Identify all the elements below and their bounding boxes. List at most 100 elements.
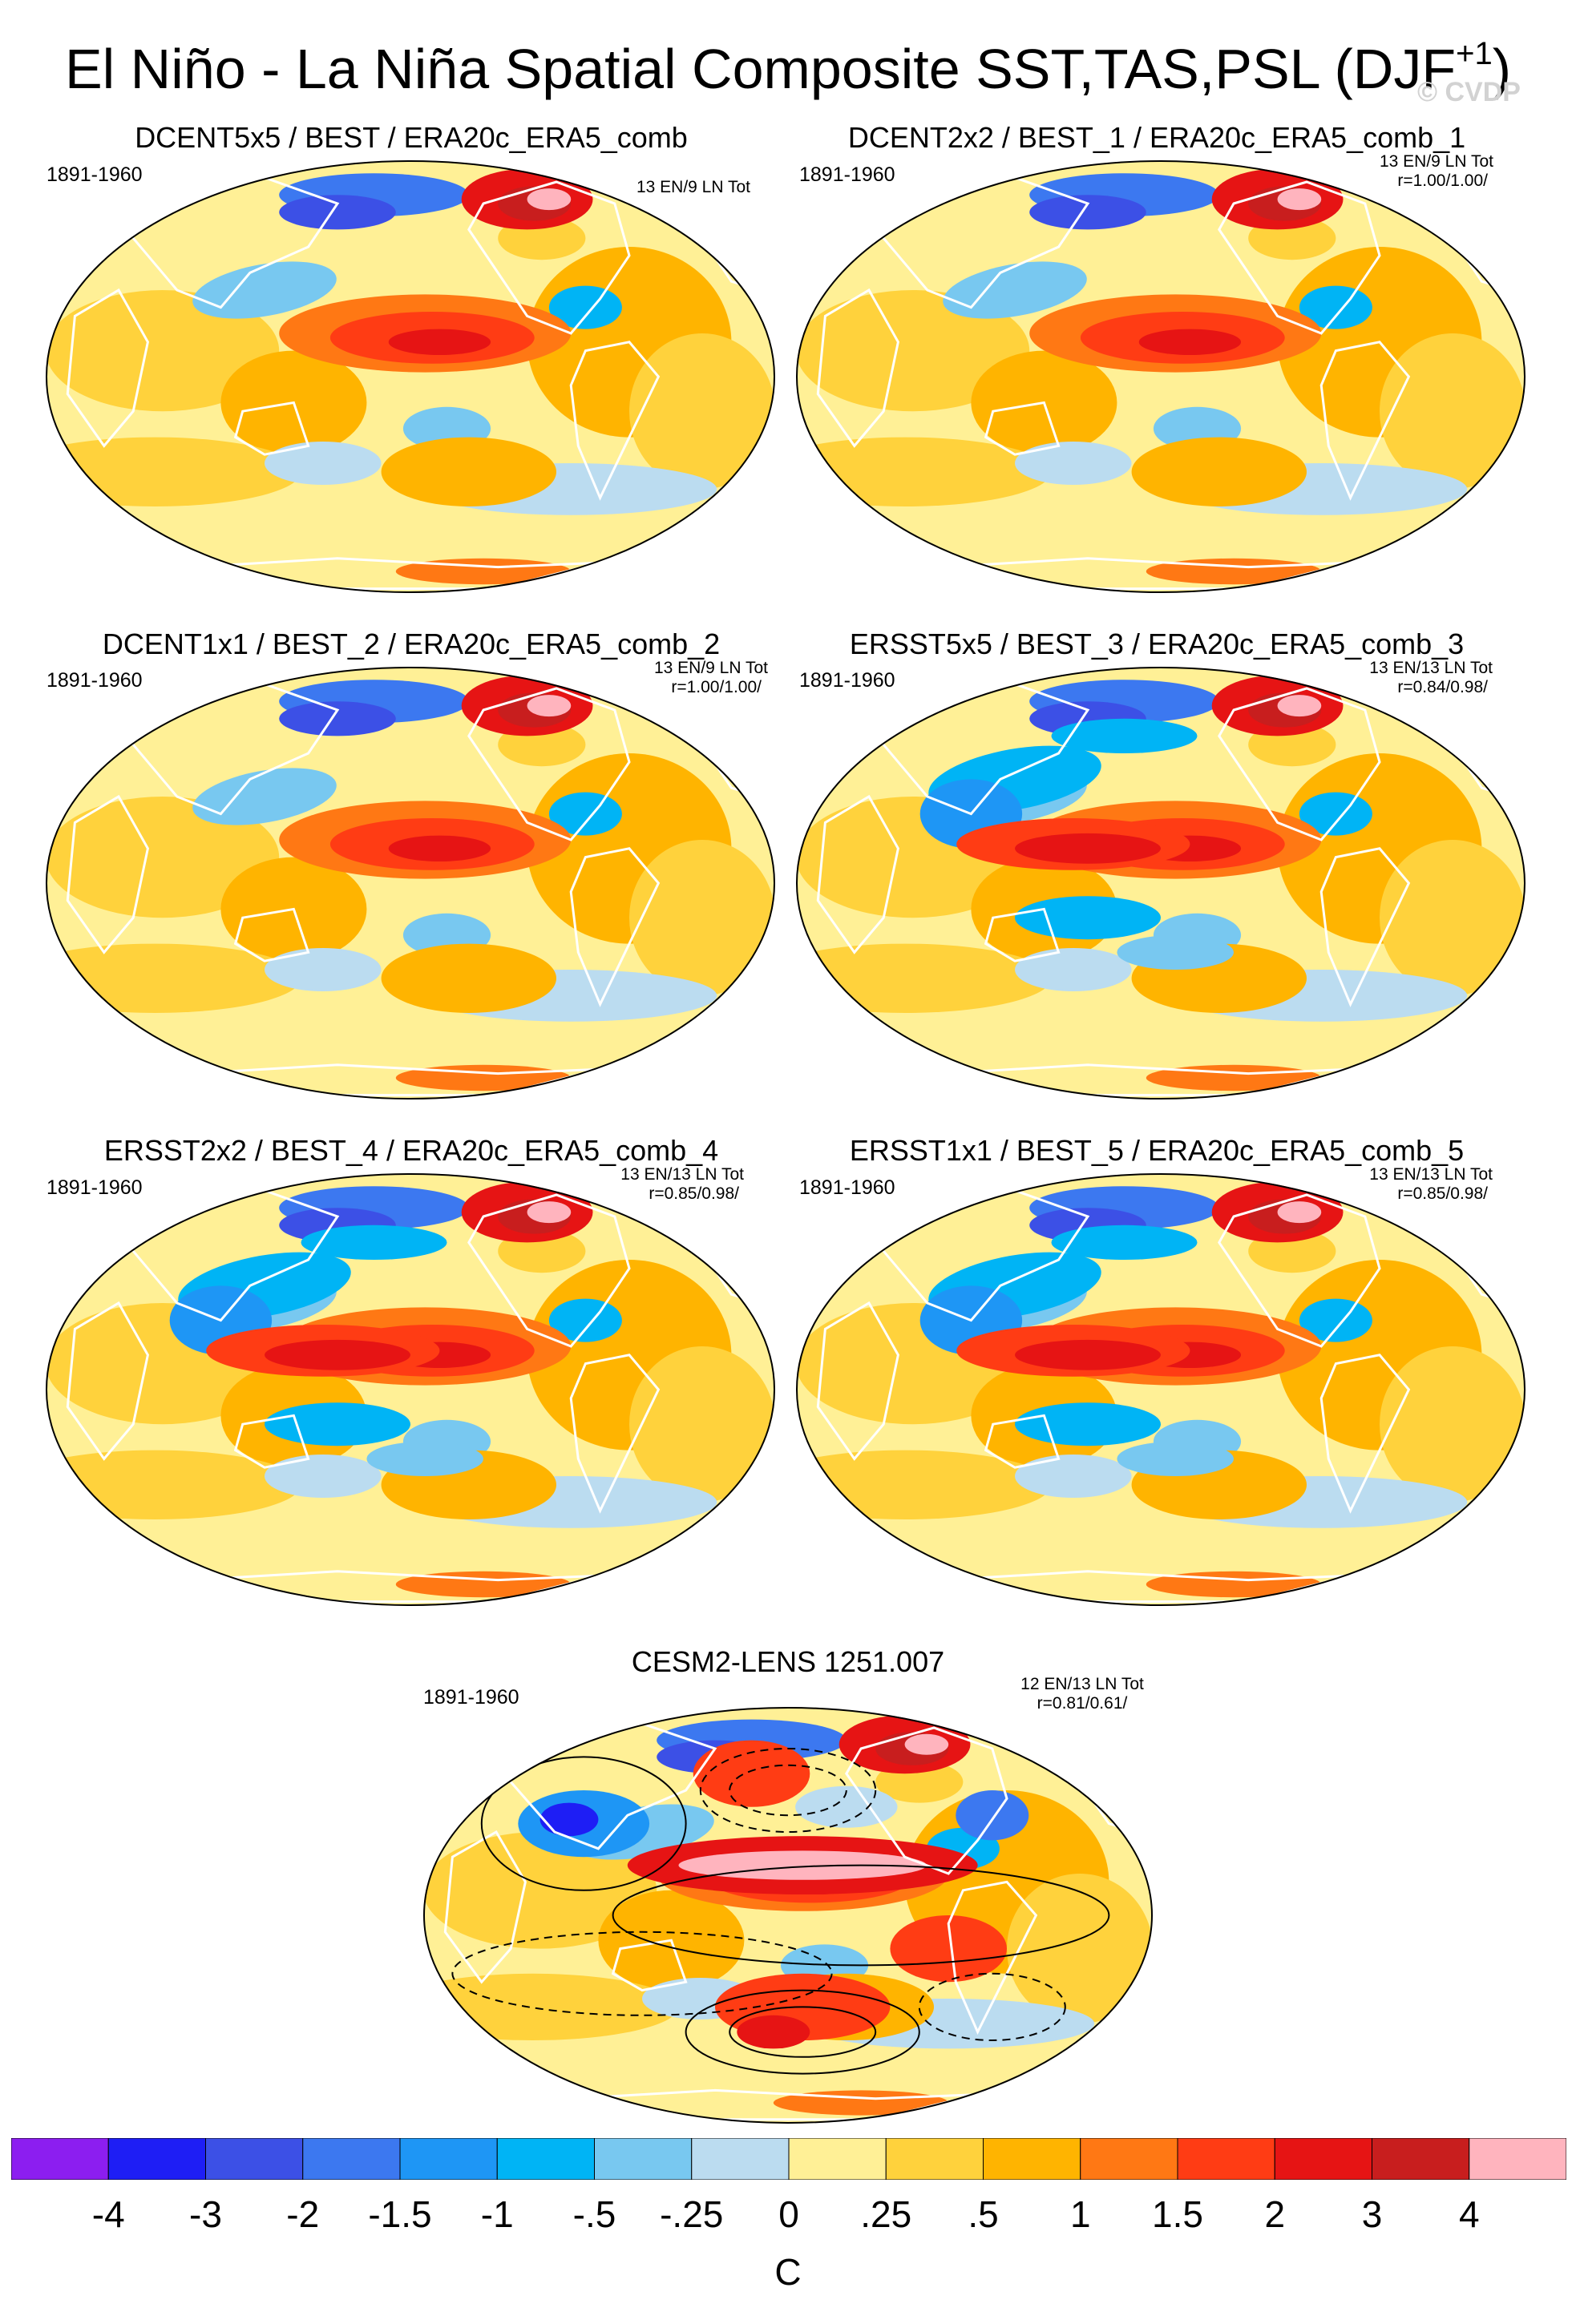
anomaly-region — [1015, 442, 1132, 485]
panel-2-counts: 13 EN/9 LN Tot — [1379, 152, 1493, 171]
panel-4-map — [796, 667, 1525, 1099]
colorbar-swatch — [691, 2138, 790, 2180]
panel-1-title: DCENT5x5 / BEST / ERA20c_ERA5_comb — [135, 121, 688, 154]
anomaly-region — [388, 835, 491, 861]
coastline — [984, 401, 1061, 456]
colorbar-tick-label: -.5 — [572, 2193, 616, 2235]
panel-7-map — [423, 1707, 1153, 2124]
coastline — [467, 687, 631, 841]
colorbar-tick-label: -.25 — [660, 2193, 724, 2235]
anomaly-region — [927, 1060, 1073, 1087]
anomaly-region — [1015, 896, 1161, 940]
anomaly-region — [1117, 1441, 1234, 1476]
panel-1-map — [46, 160, 775, 593]
coastline — [569, 341, 661, 501]
coastline — [1319, 341, 1411, 501]
anomaly-region — [1299, 285, 1372, 329]
anomaly-region — [1299, 792, 1372, 836]
coastline — [947, 1880, 1038, 2036]
anomaly-region — [1380, 840, 1525, 996]
anomaly-region — [46, 943, 301, 1013]
coastline — [569, 847, 661, 1007]
panel-6-correlation: r=0.85/0.98/ — [1397, 1184, 1488, 1203]
coastline — [494, 1722, 717, 1850]
panel-3-counts: 13 EN/9 LN Tot — [653, 659, 768, 677]
anomaly-region — [629, 840, 775, 996]
psl-contour — [918, 1972, 1066, 2041]
colorbar-swatch — [399, 2138, 498, 2180]
coastline — [467, 180, 631, 335]
panel-1-period: 1891-1960 — [46, 163, 143, 186]
colorbar-swatch — [788, 2138, 887, 2180]
coastline — [66, 794, 149, 954]
anomaly-region — [1277, 1201, 1322, 1224]
panel-5-correlation: r=0.85/0.98/ — [649, 1184, 739, 1203]
panel-3-correlation: r=1.00/1.00/ — [671, 678, 762, 696]
colorbar-swatch — [1274, 2138, 1372, 2180]
anomaly-region — [1299, 1298, 1372, 1342]
anomaly-region — [548, 792, 622, 836]
panel-4-period: 1891-1960 — [799, 669, 895, 692]
coastline — [443, 1830, 527, 1984]
colorbar-swatch — [205, 2138, 304, 2180]
anomaly-region — [943, 261, 1087, 319]
panel-3-title: DCENT1x1 / BEST_2 / ERA20c_ERA5_comb_2 — [102, 627, 721, 660]
anomaly-region — [796, 1450, 1052, 1519]
anomaly-region — [1380, 333, 1525, 490]
coastline — [1218, 1193, 1381, 1348]
colorbar-tick-label: -1.5 — [368, 2193, 432, 2235]
coastline — [867, 176, 1090, 309]
colorbar-swatch — [1469, 2138, 1566, 2180]
coastline — [816, 1301, 899, 1461]
anomaly-region — [423, 1973, 679, 2040]
colorbar-swatch — [496, 2138, 595, 2180]
colorbar-swatch — [885, 2138, 984, 2180]
anomaly-region — [527, 695, 572, 717]
panel-7-correlation: r=0.81/0.61/ — [1037, 1694, 1128, 1713]
panel-6-counts: 13 EN/13 LN Tot — [1369, 1165, 1493, 1184]
panel-6-period: 1891-1960 — [799, 1176, 895, 1199]
coastline — [1218, 180, 1381, 335]
anomaly-region — [890, 1915, 1007, 1983]
anomaly-region — [527, 1201, 572, 1224]
colorbar-tick-label: 0 — [778, 2193, 799, 2235]
colorbar-tick-label: 2 — [1264, 2193, 1286, 2235]
anomaly-region — [796, 943, 1052, 1013]
panel-5-counts: 13 EN/13 LN Tot — [620, 1165, 744, 1184]
map-outline — [423, 1707, 1153, 2124]
anomaly-region — [265, 442, 382, 485]
colorbar-tick-label: 3 — [1361, 2193, 1383, 2235]
cvdp-watermark: © CVDP — [1417, 77, 1521, 107]
panel-3-map — [46, 667, 775, 1099]
anomaly-region — [1051, 718, 1198, 753]
colorbar-tick-label: 4 — [1458, 2193, 1480, 2235]
anomaly-region — [192, 768, 337, 825]
main-title: El Niño - La Niña Spatial Composite SST,… — [64, 36, 1512, 100]
anomaly-region — [46, 437, 301, 506]
anomaly-region — [527, 188, 572, 211]
anomaly-region — [176, 554, 323, 580]
colorbar-swatch — [1177, 2138, 1275, 2180]
anomaly-region — [629, 1346, 775, 1503]
anomaly-region — [265, 948, 382, 991]
colorbar-tick-label: 1 — [1069, 2193, 1091, 2235]
map-outline — [46, 667, 775, 1099]
anomaly-region — [279, 195, 396, 230]
coastline — [233, 401, 310, 456]
anomaly-region — [176, 1567, 323, 1593]
map-outline — [46, 160, 775, 593]
coastline — [1319, 847, 1411, 1007]
panel-5-map — [46, 1173, 775, 1606]
panel-2-correlation: r=1.00/1.00/ — [1397, 171, 1488, 190]
psl-contour — [612, 1864, 1110, 1967]
coastline — [233, 1414, 310, 1469]
map-outline — [46, 1173, 775, 1606]
panel-2-period: 1891-1960 — [799, 163, 895, 186]
anomaly-region — [1131, 437, 1307, 506]
panel-2-title: DCENT2x2 / BEST_1 / ERA20c_ERA5_comb_1 — [847, 121, 1466, 154]
colorbar — [11, 2138, 1566, 2180]
coastline — [116, 176, 340, 309]
coastline — [569, 1354, 661, 1514]
coastline — [116, 683, 340, 816]
colorbar-swatch — [107, 2138, 206, 2180]
